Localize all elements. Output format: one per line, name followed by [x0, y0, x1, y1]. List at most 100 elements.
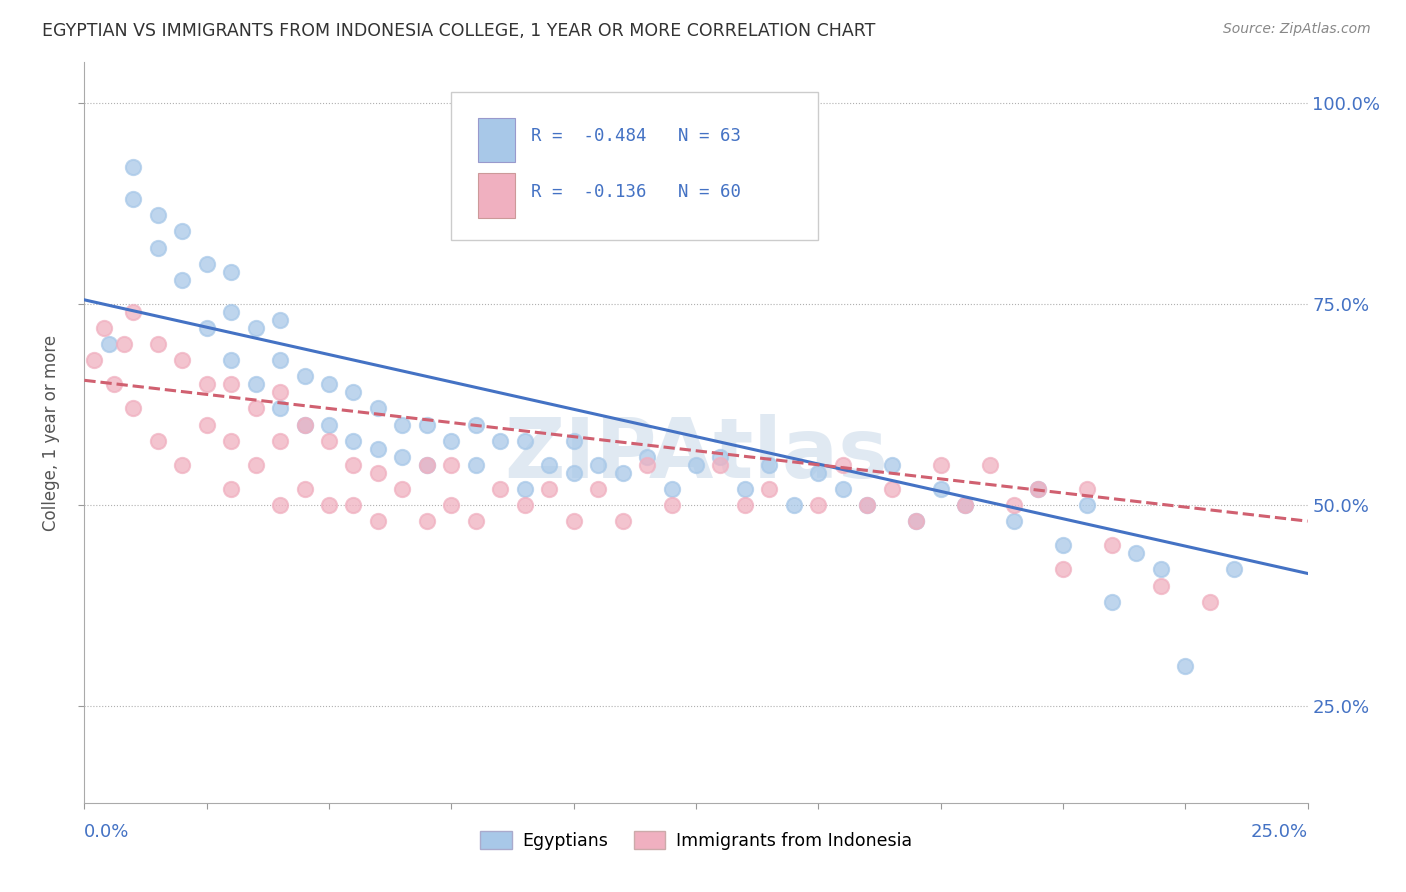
Point — [219, 353, 242, 368]
Point — [1052, 562, 1074, 576]
Point — [367, 514, 389, 528]
Point — [464, 514, 486, 528]
Point — [269, 313, 291, 327]
Point — [318, 498, 340, 512]
Point — [979, 458, 1001, 472]
Point — [1101, 538, 1123, 552]
Point — [122, 192, 145, 206]
Point — [1125, 546, 1147, 560]
Text: ZIPAtlas: ZIPAtlas — [503, 414, 889, 495]
Point — [685, 458, 707, 472]
Point — [294, 417, 316, 432]
Point — [880, 458, 903, 472]
Point — [636, 458, 658, 472]
Point — [219, 482, 242, 496]
Point — [245, 458, 267, 472]
Point — [318, 434, 340, 448]
Point — [195, 417, 218, 432]
Point — [513, 482, 536, 496]
Point — [734, 498, 756, 512]
Point — [856, 498, 879, 512]
Point — [1028, 482, 1050, 496]
Point — [245, 377, 267, 392]
Point — [586, 482, 609, 496]
Point — [905, 514, 928, 528]
Point — [1076, 498, 1098, 512]
Point — [219, 377, 242, 392]
Point — [929, 458, 952, 472]
Legend: Egyptians, Immigrants from Indonesia: Egyptians, Immigrants from Indonesia — [474, 824, 918, 857]
Point — [953, 498, 976, 512]
Point — [661, 482, 683, 496]
FancyBboxPatch shape — [478, 173, 515, 218]
Point — [440, 498, 463, 512]
Point — [172, 224, 194, 238]
Point — [146, 208, 169, 222]
Point — [342, 458, 364, 472]
Point — [342, 434, 364, 448]
Point — [245, 321, 267, 335]
Point — [342, 385, 364, 400]
Point — [391, 450, 413, 464]
Point — [219, 265, 242, 279]
Point — [391, 482, 413, 496]
Point — [146, 337, 169, 351]
Point — [146, 240, 169, 255]
Point — [586, 458, 609, 472]
Point — [709, 458, 731, 472]
Point — [172, 353, 194, 368]
Point — [1223, 562, 1246, 576]
Point — [318, 417, 340, 432]
Point — [1150, 578, 1173, 592]
Point — [856, 498, 879, 512]
Point — [416, 458, 439, 472]
Point — [783, 498, 806, 512]
Point — [112, 337, 135, 351]
FancyBboxPatch shape — [478, 118, 515, 162]
Point — [440, 434, 463, 448]
Point — [1174, 659, 1197, 673]
Point — [195, 257, 218, 271]
Point — [538, 458, 561, 472]
Point — [807, 498, 830, 512]
Point — [562, 466, 585, 480]
Point — [440, 458, 463, 472]
Point — [513, 498, 536, 512]
Point — [269, 498, 291, 512]
Point — [122, 401, 145, 416]
FancyBboxPatch shape — [451, 92, 818, 240]
Point — [122, 305, 145, 319]
Point — [880, 482, 903, 496]
Point — [562, 434, 585, 448]
Point — [489, 434, 512, 448]
Point — [1150, 562, 1173, 576]
Point — [294, 417, 316, 432]
Point — [367, 401, 389, 416]
Point — [416, 458, 439, 472]
Point — [831, 482, 853, 496]
Point — [342, 498, 364, 512]
Text: 25.0%: 25.0% — [1250, 823, 1308, 841]
Point — [953, 498, 976, 512]
Text: EGYPTIAN VS IMMIGRANTS FROM INDONESIA COLLEGE, 1 YEAR OR MORE CORRELATION CHART: EGYPTIAN VS IMMIGRANTS FROM INDONESIA CO… — [42, 22, 876, 40]
Point — [269, 385, 291, 400]
Point — [1002, 514, 1025, 528]
Point — [97, 337, 120, 351]
Point — [464, 417, 486, 432]
Point — [219, 434, 242, 448]
Point — [83, 353, 105, 368]
Point — [464, 458, 486, 472]
Text: R =  -0.136   N = 60: R = -0.136 N = 60 — [531, 183, 741, 201]
Point — [103, 377, 125, 392]
Point — [195, 321, 218, 335]
Point — [1076, 482, 1098, 496]
Point — [146, 434, 169, 448]
Point — [513, 434, 536, 448]
Point — [269, 353, 291, 368]
Point — [562, 514, 585, 528]
Point — [758, 482, 780, 496]
Point — [636, 450, 658, 464]
Point — [294, 369, 316, 384]
Point — [1028, 482, 1050, 496]
Point — [489, 482, 512, 496]
